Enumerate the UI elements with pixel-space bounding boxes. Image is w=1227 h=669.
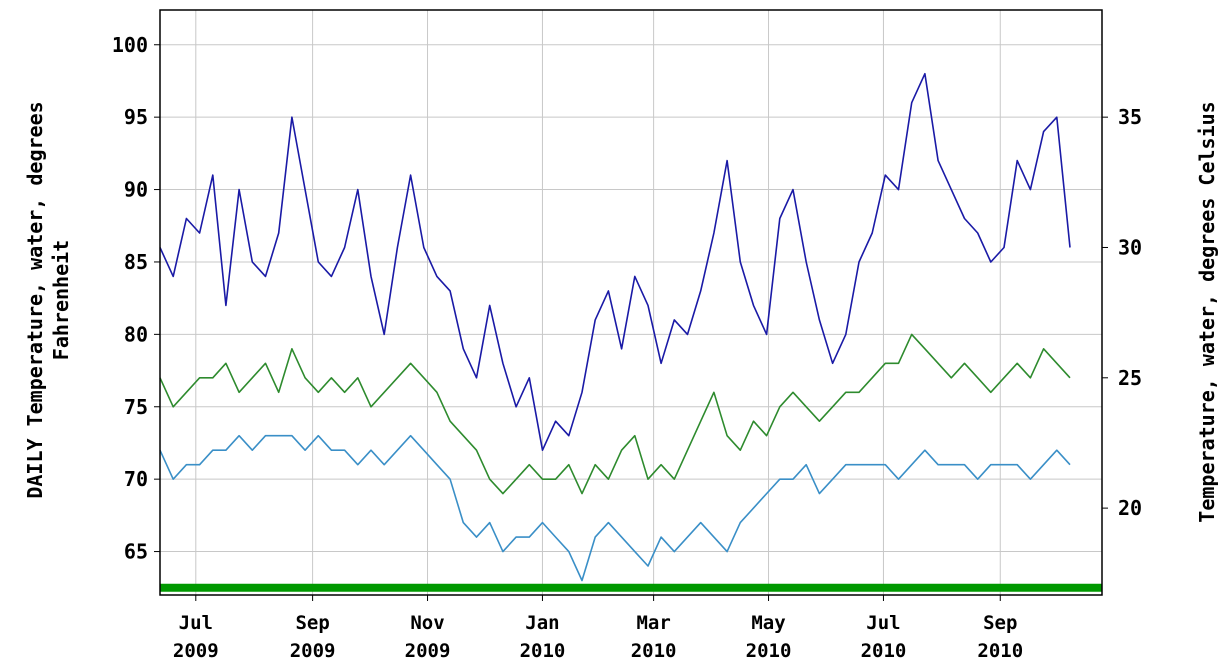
x-tick-label-year: 2010 xyxy=(861,640,907,662)
y-axis-title-line-2: Fahrenheit xyxy=(49,240,73,360)
y-tick-label: 65 xyxy=(124,540,148,564)
y-tick-label: 80 xyxy=(124,322,148,346)
x-tick-label-month: Sep xyxy=(295,612,329,634)
y-tick-label: 100 xyxy=(112,33,148,57)
x-axis: Jul 2009 Sep 2009 Nov 2009 Jan 2010 Mar 2010 May 20… xyxy=(173,595,1023,662)
plot-frame xyxy=(159,9,1103,596)
x-tick-label-month: Jul xyxy=(866,612,900,634)
y-right-tick-label: 30 xyxy=(1118,235,1142,259)
x-tick-label-month: Sep xyxy=(983,612,1017,634)
y-tick-label: 70 xyxy=(124,467,148,491)
y-right-tick-label: 25 xyxy=(1118,366,1142,390)
x-tick-label-year: 2010 xyxy=(977,640,1023,662)
y-right-tick-label: 20 xyxy=(1118,496,1142,520)
y-axis-right-title: Temperature, water, degrees Celsius xyxy=(1195,101,1219,522)
x-tick-label-month: Nov xyxy=(410,612,444,634)
x-tick-label-year: 2010 xyxy=(520,640,566,662)
y-tick-label: 90 xyxy=(124,178,148,202)
grid xyxy=(160,10,1102,595)
series-line-1 xyxy=(159,72,1071,452)
y-right-tick-label: 35 xyxy=(1118,105,1142,129)
y-tick-label: 95 xyxy=(124,105,148,129)
x-tick-label-month: May xyxy=(751,612,785,634)
y-tick-label: 75 xyxy=(124,395,148,419)
right-axis: 20 25 30 35 xyxy=(1102,105,1142,520)
x-tick-label-month: Jul xyxy=(179,612,213,634)
series-line-2 xyxy=(159,333,1071,495)
left-axis: 65 70 75 80 85 90 95 100 xyxy=(112,33,160,564)
x-tick-label-year: 2009 xyxy=(173,640,219,662)
x-tick-label-year: 2009 xyxy=(290,640,336,662)
y-tick-label: 85 xyxy=(124,250,148,274)
x-tick-label-year: 2009 xyxy=(405,640,451,662)
x-tick-label-month: Jan xyxy=(525,612,559,634)
x-tick-label-month: Mar xyxy=(636,612,670,634)
y-axis-title-line-1: DAILY Temperature, water, degrees xyxy=(23,101,47,498)
x-tick-label-year: 2010 xyxy=(631,640,677,662)
series-line-3 xyxy=(159,434,1071,582)
x-tick-label-year: 2010 xyxy=(746,640,792,662)
series-layer xyxy=(159,72,1102,592)
